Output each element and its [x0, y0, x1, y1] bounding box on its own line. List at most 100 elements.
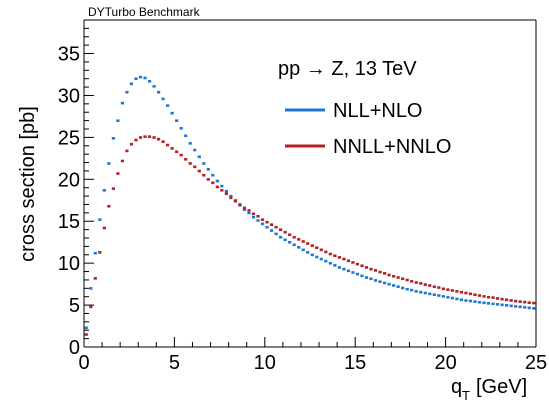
data-point [111, 137, 115, 140]
data-point [333, 254, 337, 258]
data-point [382, 281, 387, 285]
data-point [274, 232, 278, 236]
data-point [251, 212, 256, 216]
data-point [238, 203, 242, 206]
legend: NLL+NLO NNLL+NNLO [285, 100, 451, 158]
data-point [423, 283, 427, 286]
data-point [129, 82, 134, 86]
data-point [179, 153, 183, 157]
data-point [486, 295, 491, 299]
data-point [93, 251, 97, 255]
data-point [197, 155, 201, 159]
data-point [120, 159, 125, 163]
data-point [319, 248, 323, 252]
data-point [274, 225, 278, 229]
data-point [446, 288, 450, 291]
y-tick-label: 30 [58, 85, 80, 107]
data-point [202, 162, 206, 165]
data-point [459, 298, 464, 302]
data-point [292, 235, 296, 239]
data-point [459, 290, 464, 294]
data-point [477, 294, 482, 297]
data-point [138, 136, 143, 139]
data-point [260, 222, 265, 226]
data-point [527, 306, 531, 310]
data-point [193, 165, 197, 169]
data-point [505, 304, 509, 307]
data-point [419, 290, 423, 294]
data-point [283, 230, 287, 234]
data-point [215, 185, 219, 189]
data-point [491, 302, 495, 306]
y-tick-label: 5 [69, 295, 80, 317]
data-point [215, 179, 219, 183]
svg-text:q: q [451, 376, 462, 398]
data-point [175, 150, 179, 154]
data-point [432, 293, 436, 296]
data-point [107, 162, 111, 165]
data-point [170, 147, 174, 150]
data-point [500, 297, 504, 301]
annotation-text: pp → Z, 13 TeV [278, 58, 417, 80]
data-point [364, 276, 369, 279]
data-point [346, 269, 351, 273]
data-point [247, 211, 251, 215]
data-point [306, 242, 310, 245]
data-point [202, 173, 206, 177]
data-point [410, 288, 414, 292]
x-tick-label: 5 [169, 352, 180, 374]
data-point [396, 285, 400, 289]
data-point [410, 279, 414, 283]
x-tick-label: 20 [434, 352, 456, 374]
svg-text:[GeV]: [GeV] [476, 376, 527, 398]
data-point [378, 270, 382, 274]
data-point [288, 240, 292, 244]
data-point [138, 75, 143, 79]
data-point [161, 97, 165, 101]
svg-text:T: T [462, 388, 470, 403]
data-point [265, 225, 269, 229]
data-point [428, 292, 432, 296]
x-tick-label: 0 [78, 352, 89, 374]
data-point [342, 267, 346, 271]
data-point [188, 162, 192, 165]
data-point [423, 291, 427, 295]
data-point [315, 246, 319, 250]
data-point [125, 149, 129, 153]
data-point [419, 282, 423, 285]
data-point [473, 293, 477, 296]
data-point [152, 136, 156, 139]
data-point [134, 77, 138, 81]
data-point [405, 278, 409, 282]
data-point [129, 142, 134, 146]
data-point [301, 240, 305, 243]
data-point [437, 286, 441, 289]
data-point [401, 286, 405, 290]
data-point [319, 257, 323, 261]
data-point [486, 302, 491, 305]
data-point [346, 259, 351, 263]
x-axis-label: q T [GeV] [451, 376, 527, 403]
data-point [355, 262, 360, 266]
data-point [256, 215, 260, 218]
data-point [310, 244, 314, 247]
data-point [306, 251, 310, 254]
data-point [116, 172, 120, 175]
data-point [405, 287, 409, 291]
data-point [147, 80, 152, 83]
data-point [337, 266, 341, 269]
data-point [441, 295, 445, 298]
data-point [491, 296, 495, 299]
data-point [184, 134, 188, 138]
data-point [337, 256, 341, 259]
data-point [414, 290, 418, 293]
data-point [464, 299, 468, 302]
data-point [111, 187, 115, 190]
data-point [328, 261, 332, 265]
data-point [468, 292, 473, 296]
data-point [93, 277, 97, 280]
data-point [220, 184, 224, 188]
data-point [152, 85, 156, 88]
data-point [251, 215, 256, 219]
